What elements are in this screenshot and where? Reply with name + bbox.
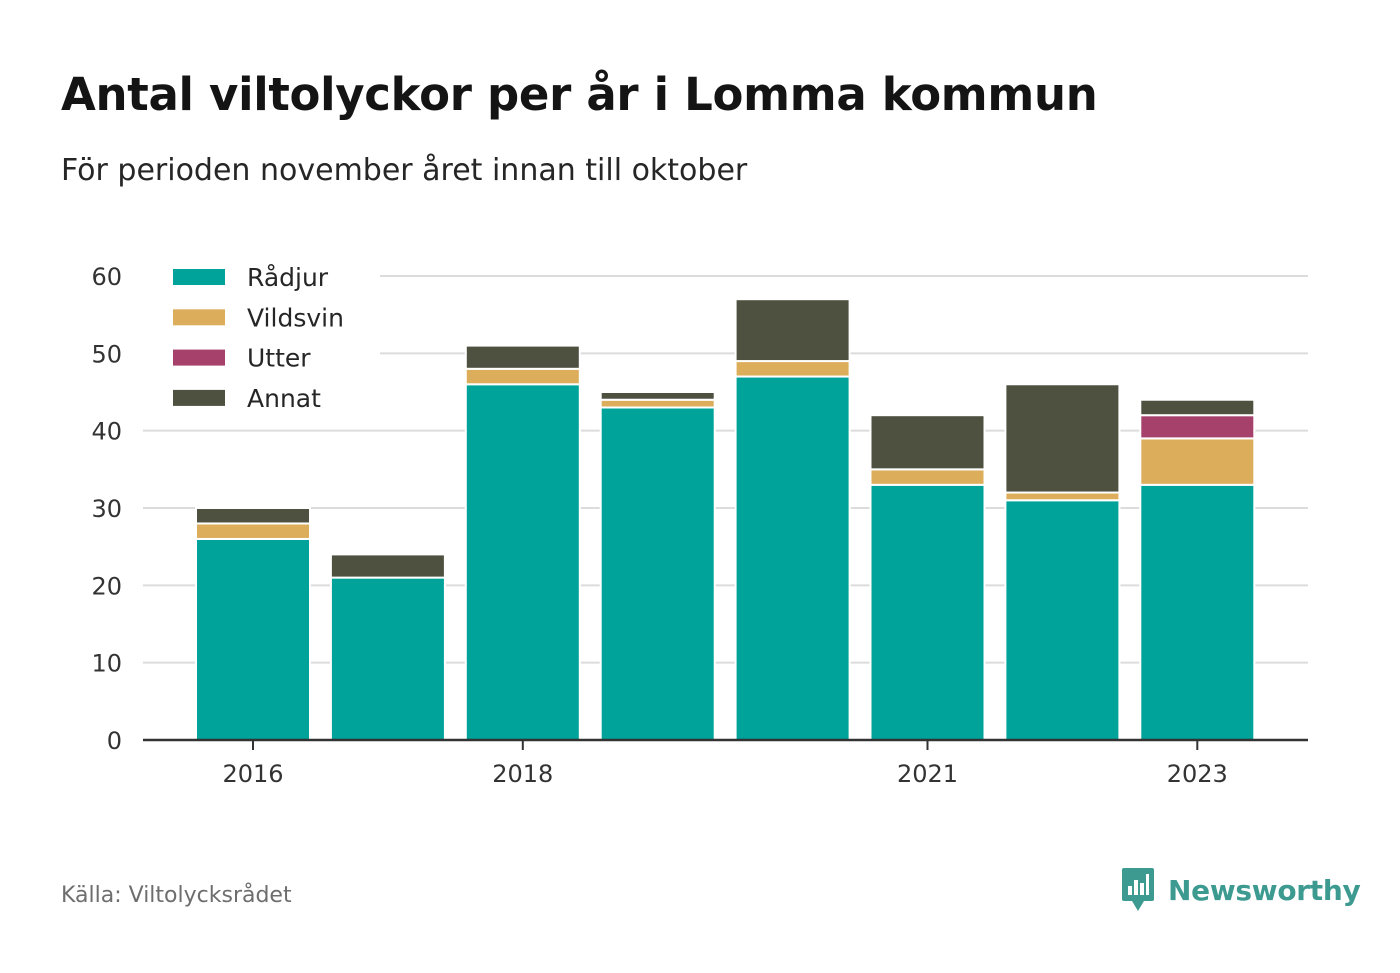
bar-segment	[869, 468, 986, 486]
bar-segment	[1004, 499, 1121, 741]
chart-subtitle: För perioden november året innan till ok…	[61, 153, 748, 188]
legend: Rådjur Vildsvin Utter Annat	[140, 260, 380, 415]
bar-segment	[734, 375, 851, 741]
bar-segment	[869, 414, 986, 471]
legend-label: Vildsvin	[247, 303, 344, 332]
x-axis: 2016 2018 2021 2023	[143, 738, 1308, 788]
legend-label: Annat	[247, 384, 321, 413]
brand-name: Newsworthy	[1168, 873, 1361, 907]
bar-segment	[464, 344, 581, 370]
bar-segment	[599, 406, 716, 741]
bar-segment	[869, 483, 986, 741]
y-tick-label: 50	[91, 340, 122, 368]
bar-segment	[599, 391, 716, 401]
stacked-bar-chart: 0 10 20 30 40 50 60 2016 2018 2021 2023 Rådjur Vil…	[91, 260, 1308, 788]
bar-segment	[599, 398, 716, 409]
bar-segment	[464, 383, 581, 741]
newsworthy-logo-icon	[1122, 868, 1154, 911]
x-tick-label: 2016	[222, 760, 283, 788]
y-tick-label: 20	[91, 572, 122, 600]
legend-label: Rådjur	[247, 263, 329, 292]
bar-segment	[1004, 491, 1121, 502]
legend-swatch	[173, 309, 225, 326]
bar-segment	[1139, 437, 1256, 486]
y-axis-ticks: 0 10 20 30 40 50 60	[91, 263, 122, 755]
x-tick-label: 2023	[1167, 760, 1228, 788]
bar-segment	[734, 360, 851, 378]
legend-label: Utter	[247, 344, 311, 373]
legend-swatch	[173, 269, 225, 285]
legend-swatch	[173, 349, 225, 366]
bar-segment	[1139, 398, 1256, 417]
y-tick-label: 60	[91, 263, 122, 291]
bar-segment	[195, 522, 311, 540]
bar-segment	[195, 537, 311, 742]
y-tick-label: 40	[91, 418, 122, 446]
chart-title: Antal viltolyckor per år i Lomma kommun	[61, 68, 1098, 121]
bar-segment	[734, 298, 851, 363]
bar-segment	[1139, 414, 1256, 440]
y-tick-label: 10	[91, 650, 122, 678]
bar-segment	[329, 553, 446, 579]
x-tick-label: 2021	[897, 760, 958, 788]
legend-swatch	[173, 389, 225, 406]
bar-segment	[1139, 483, 1256, 741]
source-note: Källa: Viltolycksrådet	[61, 883, 292, 908]
y-tick-label: 30	[91, 495, 122, 523]
bar-segment	[1004, 383, 1121, 494]
bar-segment	[195, 507, 311, 525]
bar-segment	[329, 576, 446, 741]
bar-segment	[464, 367, 581, 386]
x-tick-label: 2018	[492, 760, 553, 788]
bars	[195, 298, 1256, 742]
brand-logo: Newsworthy	[1120, 866, 1361, 914]
y-tick-label: 0	[107, 727, 122, 755]
